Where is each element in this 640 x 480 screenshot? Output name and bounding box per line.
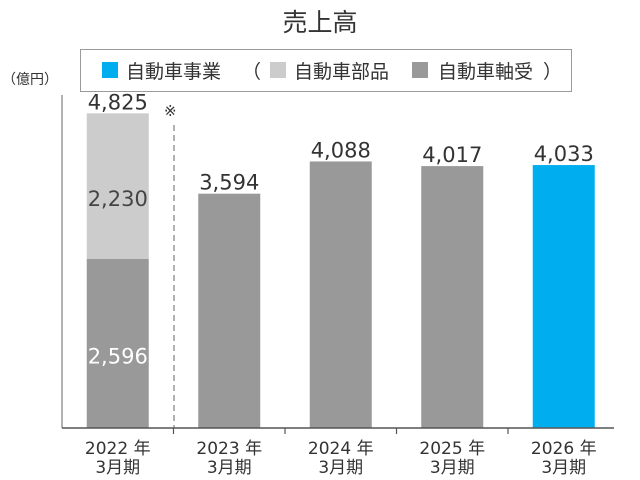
total-value-label-0: 4,825 [88, 90, 148, 114]
legend-group-close: ） [543, 61, 562, 83]
legend-swatch-automotive-parts [270, 62, 286, 78]
total-value-label-1: 3,594 [199, 171, 259, 195]
legend-label-automotive-bearings: 自動車軸受 [438, 61, 533, 83]
bars [86, 113, 595, 428]
x-tick-label-2-line-1: 3月期 [318, 458, 363, 478]
bar-segment-4-0 [532, 165, 595, 428]
total-value-label-3: 4,017 [422, 143, 482, 167]
bar-segment-2-2 [309, 161, 372, 428]
x-tick-label-3-line-1: 3月期 [430, 458, 475, 478]
bar-segment-0-1 [86, 113, 149, 259]
segment-value-label-0-2: 2,596 [88, 344, 148, 368]
legend-label-automotive-business: 自動車事業 [126, 61, 221, 83]
x-tick-label-3-line-0: 2025 年 [419, 439, 485, 459]
x-tick-label-0-line-1: 3月期 [95, 458, 140, 478]
legend: 自動車事業 （ 自動車部品 自動車軸受 ） [80, 49, 572, 92]
total-value-label-2: 4,088 [311, 138, 371, 162]
legend-group-open: （ [242, 61, 261, 83]
x-tick-label-1-line-1: 3月期 [207, 458, 252, 478]
total-value-label-4: 4,033 [534, 142, 594, 166]
x-tick-label-4-line-1: 3月期 [541, 458, 586, 478]
legend-label-automotive-parts: 自動車部品 [294, 61, 389, 83]
x-tick-label-4-line-0: 2026 年 [531, 439, 597, 459]
chart-title: 売上高 [282, 8, 357, 37]
legend-swatch-automotive-business [102, 62, 118, 78]
legend-swatch-automotive-bearings [412, 62, 428, 78]
x-tick-label-1-line-0: 2023 年 [196, 439, 262, 459]
x-tick-label-2-line-0: 2024 年 [308, 439, 374, 459]
note-mark: ※ [164, 102, 177, 120]
legend-box [80, 49, 572, 92]
bar-segment-0-2 [86, 258, 149, 428]
segment-value-label-0-1: 2,230 [88, 187, 148, 211]
data-labels: 2,596 2,230 4,825 3,594 4,088 4,017 4,033 [88, 90, 594, 368]
y-axis-unit-label: （億円） [2, 72, 58, 88]
bar-segment-1-2 [198, 193, 261, 428]
bar-segment-3-2 [421, 166, 484, 428]
x-tick-label-0-line-0: 2022 年 [85, 439, 151, 459]
x-axis-ticks [172, 428, 509, 434]
